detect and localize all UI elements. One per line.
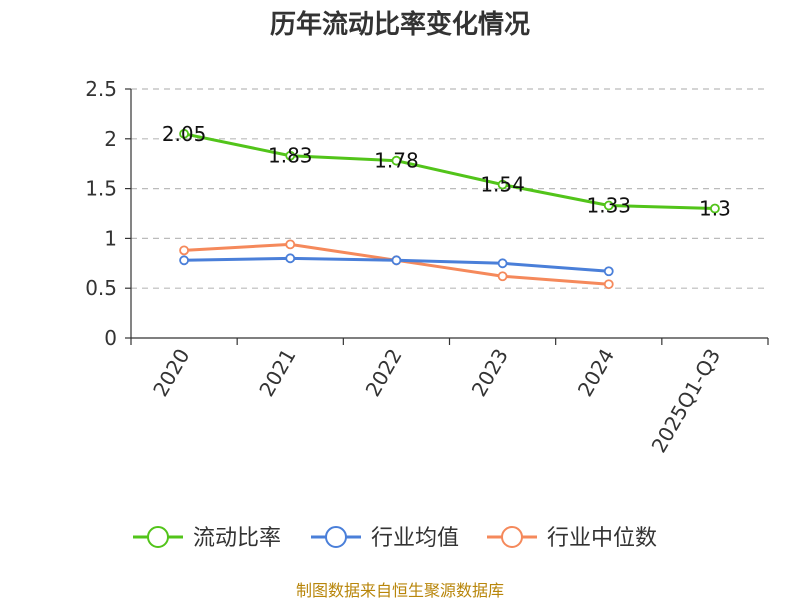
data-label: 1.83	[268, 144, 313, 168]
data-point[interactable]	[391, 155, 402, 166]
data-point[interactable]	[603, 200, 614, 211]
data-label: 2.05	[162, 122, 207, 146]
legend-marker	[325, 526, 347, 548]
y-tick-label: 1.5	[85, 177, 117, 201]
x-tick-label: 2020	[148, 345, 194, 401]
chart-title: 历年流动比率变化情况	[270, 9, 530, 40]
legend-marker	[147, 526, 169, 548]
data-point[interactable]	[179, 128, 189, 139]
data-point[interactable]	[497, 258, 508, 269]
y-tick-label: 0	[104, 326, 117, 350]
y-tick-label: 1	[104, 226, 117, 250]
x-tick-label: 2025Q1-Q3	[647, 345, 726, 457]
data-point[interactable]	[603, 266, 614, 277]
legend-item[interactable]: 行业中位数	[487, 526, 657, 551]
data-point[interactable]	[391, 255, 402, 266]
x-tick-label: 2022	[361, 345, 407, 401]
grid-lines	[131, 88, 768, 289]
series-0	[179, 128, 720, 214]
legend-label: 行业均值	[371, 526, 459, 551]
x-tick-label: 2024	[573, 345, 619, 401]
y-tick-label: 2	[104, 127, 117, 151]
legend-item[interactable]: 行业均值	[311, 526, 459, 551]
legend-item[interactable]: 流动比率	[133, 526, 281, 551]
data-label: 1.54	[480, 173, 525, 197]
y-tick-label: 0.5	[85, 276, 117, 300]
data-point[interactable]	[497, 271, 508, 282]
y-tick-label: 2.5	[85, 77, 117, 101]
data-labels: 2.05 1.83 1.78 1.54 1.33 1.3	[162, 122, 731, 221]
legend[interactable]: 流动比率 行业均值 行业中位数	[133, 526, 657, 551]
data-label: 1.33	[586, 194, 631, 218]
legend-label: 流动比率	[193, 526, 281, 551]
data-point[interactable]	[179, 245, 189, 256]
data-point[interactable]	[603, 279, 614, 290]
legend-marker	[501, 526, 523, 548]
data-point[interactable]	[285, 150, 296, 161]
x-tick-label: 2023	[467, 345, 513, 401]
series-line	[182, 132, 717, 211]
x-tick-label: 2021	[254, 345, 300, 401]
legend-label: 行业中位数	[547, 526, 657, 551]
data-label: 1.78	[374, 149, 419, 173]
data-point[interactable]	[710, 203, 720, 214]
data-point[interactable]	[179, 255, 189, 266]
data-label: 1.3	[699, 197, 731, 221]
series-1	[179, 253, 614, 277]
source-footer: 制图数据来自恒生聚源数据库	[296, 581, 504, 600]
series-lines	[179, 128, 720, 290]
data-point[interactable]	[285, 253, 296, 264]
data-point[interactable]	[285, 239, 296, 250]
data-point[interactable]	[497, 179, 508, 190]
